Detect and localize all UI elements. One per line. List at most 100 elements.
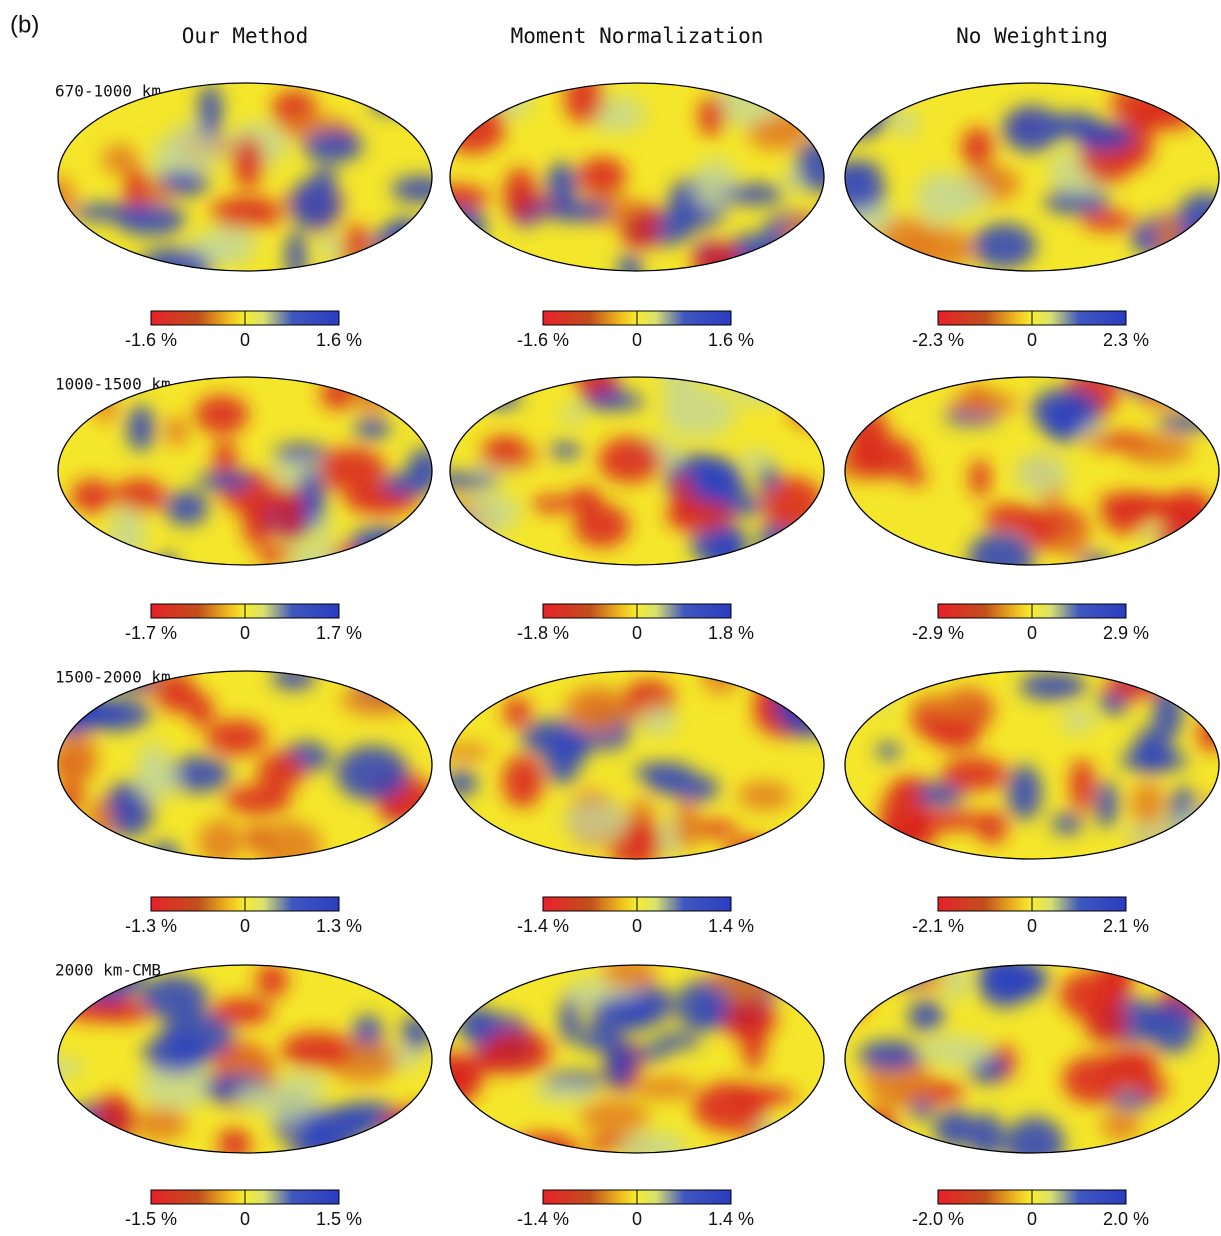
- anomaly: [428, 1061, 481, 1103]
- anomaly: [298, 1107, 369, 1147]
- colorbar-label: -2.3 %: [912, 330, 964, 350]
- anomaly: [1095, 781, 1118, 828]
- anomaly: [698, 95, 725, 136]
- colorbar-label: 1.6 %: [316, 330, 362, 350]
- anomaly: [943, 961, 968, 1003]
- anomaly: [233, 136, 264, 188]
- anomaly: [93, 389, 116, 424]
- anomaly: [1015, 453, 1068, 495]
- anomaly: [116, 204, 185, 236]
- anomaly: [1002, 106, 1061, 153]
- anomaly: [141, 975, 208, 1019]
- colorbar-label: -1.6 %: [125, 330, 177, 350]
- anomaly: [951, 391, 1019, 416]
- colorbar-label: -1.7 %: [125, 623, 177, 643]
- anomaly: [369, 97, 416, 113]
- anomaly: [198, 84, 222, 140]
- anomaly: [723, 184, 785, 205]
- anomaly: [876, 743, 900, 759]
- colorbar-label: 0: [240, 623, 250, 643]
- colorbar-label: 1.8 %: [708, 623, 754, 643]
- anomaly: [972, 223, 1036, 268]
- colorbar-label: 0: [632, 916, 642, 936]
- anomaly: [1123, 1059, 1149, 1088]
- colorbar-label: 0: [240, 916, 250, 936]
- colorbar-label: 0: [632, 330, 642, 350]
- anomaly: [772, 688, 810, 705]
- anomaly: [962, 127, 993, 169]
- anomaly: [968, 531, 1034, 585]
- anomaly: [564, 735, 593, 759]
- anomaly: [781, 67, 808, 99]
- anomaly: [195, 395, 249, 434]
- anomaly: [725, 837, 779, 877]
- anomaly: [781, 214, 838, 253]
- anomaly: [1007, 765, 1042, 820]
- anomaly: [93, 1001, 151, 1023]
- anomaly: [871, 826, 937, 854]
- anomaly: [40, 244, 76, 268]
- anomaly: [281, 1032, 353, 1069]
- anomaly: [1140, 499, 1201, 519]
- anomaly: [275, 487, 304, 539]
- anomaly: [561, 404, 583, 426]
- anomaly: [984, 504, 1040, 531]
- anomaly: [574, 504, 630, 547]
- anomaly: [602, 956, 656, 989]
- anomaly: [748, 117, 806, 150]
- anomaly: [235, 1084, 284, 1112]
- colorbar-label: -2.9 %: [912, 623, 964, 643]
- anomaly: [789, 385, 838, 426]
- anomaly: [368, 224, 438, 275]
- map: [35, 957, 452, 1161]
- colorbar-label: -1.8 %: [517, 623, 569, 643]
- anomaly: [114, 479, 166, 513]
- anomaly: [921, 1035, 993, 1067]
- anomaly: [1101, 1110, 1141, 1140]
- colorbar-label: 1.6 %: [708, 330, 754, 350]
- anomaly: [876, 951, 928, 986]
- anomaly: [1070, 758, 1095, 811]
- map: [417, 67, 843, 286]
- anomaly: [391, 176, 449, 203]
- anomaly: [218, 1128, 252, 1162]
- anomaly: [759, 463, 779, 493]
- anomaly: [382, 1106, 451, 1155]
- anomaly: [342, 224, 368, 273]
- anomaly: [869, 951, 893, 994]
- colorbar-label: 2.9 %: [1103, 623, 1149, 643]
- anomaly: [734, 367, 779, 406]
- anomaly: [71, 479, 114, 513]
- anomaly: [970, 459, 991, 497]
- anomaly: [1129, 359, 1196, 410]
- anomaly: [1117, 361, 1178, 393]
- anomaly: [1060, 708, 1095, 734]
- colorbar-label: 0: [1027, 330, 1037, 350]
- anomaly: [1084, 1003, 1128, 1044]
- anomaly: [286, 230, 307, 282]
- row-label: 2000 km-CMB: [55, 961, 161, 980]
- anomaly: [255, 821, 322, 872]
- anomaly: [1019, 672, 1086, 700]
- anomaly: [1062, 1056, 1124, 1104]
- anomaly: [274, 1121, 300, 1138]
- anomaly: [1074, 122, 1134, 151]
- anomaly: [858, 1040, 921, 1070]
- anomaly: [976, 811, 1008, 843]
- anomaly: [127, 405, 155, 451]
- anomaly: [257, 752, 303, 791]
- colorbar-label: 0: [1027, 1209, 1037, 1229]
- colorbar-label: -2.0 %: [912, 1209, 964, 1229]
- anomaly: [828, 981, 869, 1017]
- anomaly: [165, 491, 209, 526]
- anomaly: [408, 448, 443, 485]
- anomaly: [48, 692, 96, 738]
- anomaly: [634, 1077, 697, 1100]
- anomaly: [762, 658, 830, 694]
- anomaly: [869, 673, 891, 712]
- map: [43, 662, 449, 872]
- anomaly: [532, 1084, 595, 1103]
- anomaly: [206, 720, 266, 756]
- anomaly: [701, 648, 740, 694]
- anomaly: [452, 98, 476, 118]
